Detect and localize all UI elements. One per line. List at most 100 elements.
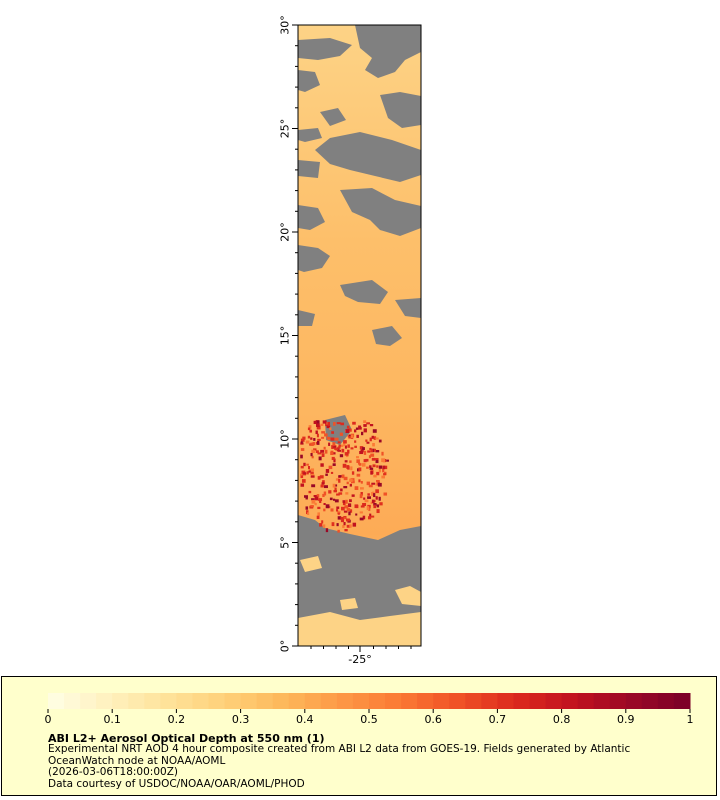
- high-aod-pixel: [343, 476, 348, 481]
- high-aod-pixel: [349, 478, 353, 482]
- high-aod-pixel: [310, 475, 315, 478]
- colorbar-cell: [272, 693, 290, 709]
- high-aod-pixel: [360, 481, 363, 484]
- high-aod-pixel: [342, 501, 346, 506]
- high-aod-pixel: [381, 475, 385, 479]
- colorbar-tick-label: 0.3: [231, 713, 250, 726]
- high-aod-pixel: [365, 439, 368, 442]
- high-aod-pixel: [336, 493, 340, 496]
- high-aod-pixel: [305, 506, 309, 510]
- high-aod-pixel: [350, 434, 354, 439]
- high-aod-pixel: [306, 463, 309, 466]
- high-aod-pixel: [348, 436, 352, 439]
- high-aod-pixel: [334, 487, 337, 491]
- colorbar-tick-label: 0.8: [552, 713, 571, 726]
- high-aod-pixel: [363, 420, 367, 424]
- high-aod-pixel: [333, 498, 336, 501]
- high-aod-pixel: [330, 437, 335, 441]
- high-aod-pixel: [354, 440, 357, 443]
- high-aod-pixel: [377, 482, 382, 487]
- high-aod-pixel: [361, 431, 364, 436]
- high-aod-pixel: [364, 499, 369, 503]
- high-aod-pixel: [332, 483, 336, 488]
- colorbar-cell: [609, 693, 627, 709]
- colorbar-cell: [641, 693, 659, 709]
- high-aod-pixel: [312, 442, 316, 446]
- high-aod-pixel: [370, 515, 375, 518]
- colorbar-cell: [385, 693, 402, 709]
- high-aod-pixel: [325, 422, 328, 427]
- high-aod-pixel: [325, 469, 330, 473]
- colorbar-cell: [64, 693, 81, 709]
- high-aod-pixel: [341, 506, 345, 511]
- high-aod-pixel: [323, 508, 326, 512]
- high-aod-pixel: [308, 425, 312, 429]
- high-aod-pixel: [369, 424, 374, 427]
- high-aod-pixel: [316, 515, 320, 520]
- high-aod-pixel: [352, 522, 357, 527]
- high-aod-pixel: [315, 430, 318, 435]
- high-aod-pixel: [343, 486, 348, 489]
- longitude-axis: -25°: [310, 646, 412, 666]
- high-aod-pixel: [300, 475, 304, 479]
- high-aod-pixel: [342, 463, 347, 468]
- high-aod-pixel: [371, 482, 376, 485]
- high-aod-pixel: [317, 512, 320, 516]
- colorbar: [47, 693, 691, 713]
- high-aod-pixel: [362, 503, 367, 507]
- high-aod-pixel: [346, 465, 350, 469]
- high-aod-pixel: [331, 456, 335, 461]
- high-aod-pixel: [350, 466, 353, 471]
- high-aod-pixel: [370, 501, 374, 504]
- high-aod-pixel: [317, 438, 321, 441]
- aerosol-patch: [300, 556, 322, 572]
- high-aod-pixel: [311, 449, 316, 454]
- high-aod-pixel: [384, 465, 388, 470]
- high-aod-pixel: [383, 473, 387, 476]
- colorbar-cell: [256, 693, 274, 709]
- high-aod-pixel: [317, 476, 321, 480]
- high-aod-pixel: [346, 518, 350, 522]
- high-aod-pixel: [368, 516, 372, 520]
- high-aod-pixel: [343, 510, 348, 513]
- colorbar-tick-label: 0.7: [488, 713, 507, 726]
- high-aod-pixel: [375, 483, 379, 486]
- missing-data-patch: [380, 92, 421, 128]
- high-aod-pixel: [352, 421, 356, 425]
- missing-data-patch: [315, 132, 421, 182]
- high-aod-pixel: [341, 448, 344, 453]
- high-aod-pixel: [335, 478, 340, 481]
- high-aod-pixel: [366, 506, 370, 511]
- high-aod-pixel: [321, 482, 325, 485]
- high-aod-pixel: [310, 442, 314, 446]
- high-aod-pixel: [300, 483, 305, 487]
- colorbar-cell: [449, 693, 466, 709]
- high-aod-pixel: [330, 471, 334, 474]
- high-aod-pixel: [354, 486, 359, 490]
- latitude-axis: 0° 5° 10° 15° 20° 25° 30°: [279, 15, 298, 652]
- high-aod-pixel: [337, 441, 341, 444]
- colorbar-cell: [352, 693, 370, 709]
- high-aod-pixel: [355, 513, 358, 516]
- high-aod-pixel: [300, 454, 303, 459]
- colorbar-cell: [529, 693, 547, 709]
- colorbar-cell: [192, 693, 209, 709]
- high-aod-pixel: [346, 524, 351, 528]
- colorbar-cell: [304, 693, 322, 709]
- high-aod-pixel: [358, 425, 362, 429]
- colorbar-cell: [240, 693, 258, 709]
- high-aod-pixel: [376, 480, 380, 483]
- high-aod-pixel: [359, 446, 364, 450]
- high-aod-pixel: [307, 512, 310, 516]
- lat-tick-label: 30°: [279, 15, 292, 35]
- missing-data-patch: [298, 310, 315, 326]
- high-aod-pixel: [360, 487, 364, 490]
- missing-data-patch: [298, 70, 320, 92]
- high-aod-pixel: [367, 496, 371, 499]
- high-aod-pixel: [363, 497, 366, 500]
- missing-data-patch: [395, 298, 421, 318]
- colorbar-tick-label: 0: [44, 713, 52, 726]
- high-aod-pixel: [366, 441, 370, 444]
- high-aod-pixel: [341, 474, 345, 479]
- high-aod-pixel: [362, 515, 366, 520]
